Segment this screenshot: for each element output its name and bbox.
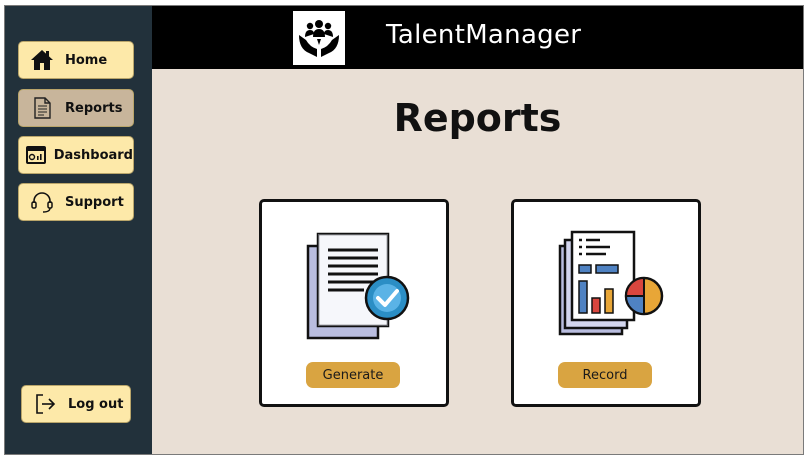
sidebar: Home Reports Dashboard Support Log out <box>5 6 152 454</box>
record-button[interactable]: Record <box>558 362 652 388</box>
page-title: Reports <box>393 96 562 140</box>
report-chart-icon <box>558 230 664 336</box>
logout-icon <box>32 391 58 417</box>
sidebar-item-label: Support <box>65 194 124 210</box>
logout-button[interactable]: Log out <box>21 385 131 423</box>
logout-label: Log out <box>68 396 124 412</box>
sidebar-item-label: Home <box>65 52 108 68</box>
home-icon <box>29 47 55 73</box>
record-card[interactable]: Record <box>511 199 701 407</box>
sidebar-item-label: Reports <box>65 100 123 116</box>
sidebar-item-dashboard[interactable]: Dashboard <box>18 136 134 174</box>
document-check-icon <box>306 232 410 340</box>
people-hands-icon <box>299 20 339 57</box>
main-content: Reports Generate <box>152 69 803 454</box>
dashboard-icon <box>24 142 48 168</box>
sidebar-item-reports[interactable]: Reports <box>18 89 134 127</box>
sidebar-item-support[interactable]: Support <box>18 183 134 221</box>
app-logo[interactable] <box>293 11 345 65</box>
sidebar-item-label: Dashboard <box>53 147 133 163</box>
generate-button[interactable]: Generate <box>306 362 400 388</box>
app-window: Home Reports Dashboard Support Log out <box>4 5 804 455</box>
header: TalentManager <box>152 6 803 69</box>
generate-card[interactable]: Generate <box>259 199 449 407</box>
headset-icon <box>29 189 55 215</box>
app-title: TalentManager <box>386 20 582 50</box>
sidebar-item-home[interactable]: Home <box>18 41 134 79</box>
document-icon <box>29 95 55 121</box>
